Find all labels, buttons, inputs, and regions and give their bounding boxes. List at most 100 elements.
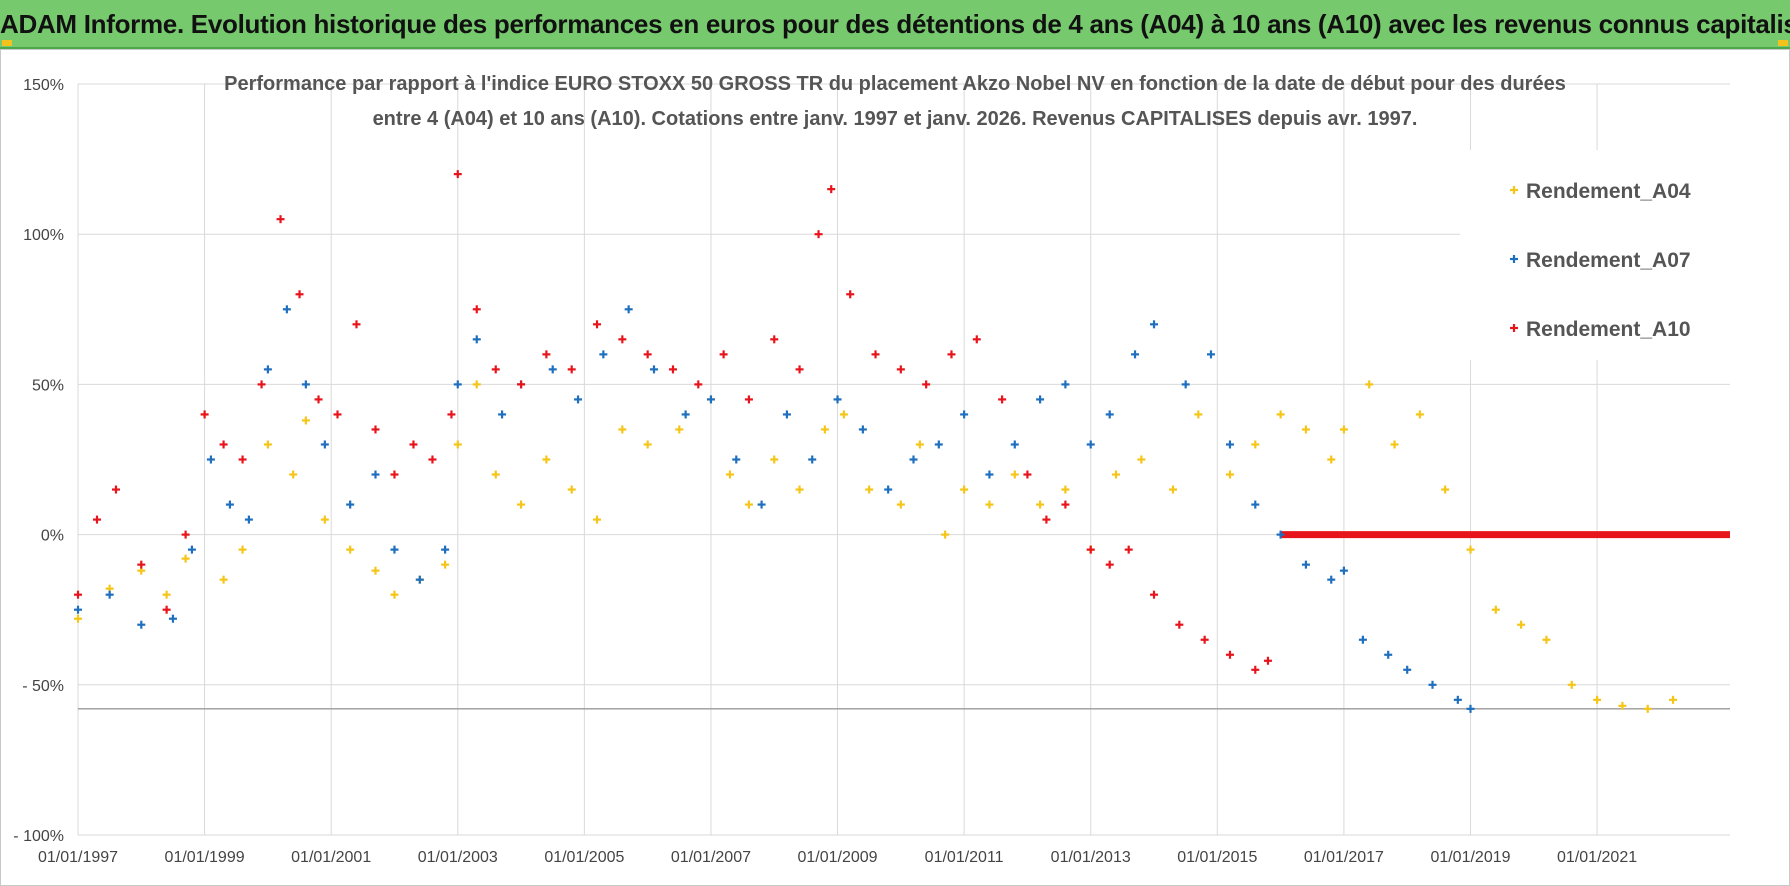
- point-Rendement_A07-36: [934, 440, 943, 449]
- point-Rendement_A10-48: [1105, 560, 1114, 569]
- point-Rendement_A04-18: [472, 380, 481, 389]
- point-Rendement_A10-4: [162, 605, 171, 614]
- legend-marker-Rendement_A04: [1510, 186, 1518, 194]
- point-Rendement_A10-38: [871, 350, 880, 359]
- point-Rendement_A07-38: [985, 470, 994, 479]
- point-Rendement_A07-51: [1301, 560, 1310, 569]
- point-Rendement_A04-23: [593, 515, 602, 524]
- point-Rendement_A07-28: [732, 455, 741, 464]
- point-Rendement_A07-59: [1466, 704, 1475, 713]
- point-Rendement_A07-14: [390, 545, 399, 554]
- point-Rendement_A07-25: [649, 365, 658, 374]
- banner-corner-left: [2, 40, 12, 46]
- point-Rendement_A10-31: [719, 350, 728, 359]
- point-Rendement_A10-51: [1175, 620, 1184, 629]
- point-Rendement_A07-17: [453, 380, 462, 389]
- point-Rendement_A04-33: [839, 410, 848, 419]
- point-Rendement_A07-9: [282, 305, 291, 314]
- point-Rendement_A10-3: [137, 560, 146, 569]
- point-Rendement_A07-31: [808, 455, 817, 464]
- point-Rendement_A07-42: [1086, 440, 1095, 449]
- point-Rendement_A07-37: [960, 410, 969, 419]
- point-Rendement_A04-66: [1669, 695, 1678, 704]
- point-Rendement_A04-64: [1618, 701, 1627, 710]
- point-Rendement_A07-5: [206, 455, 215, 464]
- point-Rendement_A07-48: [1225, 440, 1234, 449]
- point-Rendement_A10-45: [1042, 515, 1051, 524]
- point-Rendement_A07-41: [1061, 380, 1070, 389]
- point-Rendement_A10-28: [643, 350, 652, 359]
- point-Rendement_A04-36: [915, 440, 924, 449]
- point-Rendement_A04-57: [1441, 485, 1450, 494]
- point-Rendement_A04-60: [1517, 620, 1526, 629]
- legend: Rendement_A04 Rendement_A07 Rendement_A10: [1510, 180, 1691, 341]
- point-Rendement_A07-49: [1251, 500, 1260, 509]
- point-Rendement_A04-63: [1593, 695, 1602, 704]
- x-tick-label-4: 01/01/2005: [544, 849, 624, 866]
- point-Rendement_A04-28: [725, 470, 734, 479]
- y-tick-label-2: 50%: [32, 377, 64, 394]
- point-Rendement_A07-22: [574, 395, 583, 404]
- point-Rendement_A04-24: [618, 425, 627, 434]
- point-Rendement_A10-20: [453, 170, 462, 179]
- point-Rendement_A07-0: [74, 605, 82, 614]
- point-Rendement_A04-0: [74, 614, 82, 623]
- point-Rendement_A10-22: [491, 365, 500, 374]
- point-Rendement_A07-24: [624, 305, 633, 314]
- y-axis-ticks: 150% 100% 50% 0% - 50% - 100%: [13, 77, 64, 845]
- point-Rendement_A04-34: [865, 485, 874, 494]
- point-Rendement_A07-54: [1358, 635, 1367, 644]
- point-Rendement_A07-29: [757, 500, 766, 509]
- point-Rendement_A04-45: [1137, 455, 1146, 464]
- point-Rendement_A07-2: [137, 620, 146, 629]
- point-Rendement_A10-7: [219, 440, 228, 449]
- x-tick-label-8: 01/01/2013: [1051, 849, 1131, 866]
- legend-label-Rendement_A07: Rendement_A07: [1526, 249, 1691, 272]
- point-Rendement_A10-30: [694, 380, 703, 389]
- point-Rendement_A04-61: [1542, 635, 1551, 644]
- point-Rendement_A10-12: [314, 395, 323, 404]
- point-Rendement_A07-33: [858, 425, 867, 434]
- point-Rendement_A07-18: [472, 335, 481, 344]
- point-Rendement_A10-53: [1225, 650, 1234, 659]
- point-Rendement_A07-57: [1428, 680, 1437, 689]
- point-Rendement_A07-11: [320, 440, 329, 449]
- point-Rendement_A04-46: [1169, 485, 1178, 494]
- point-Rendement_A07-34: [884, 485, 893, 494]
- grid-lines: [77, 83, 1730, 836]
- banner-corner-right: [1778, 40, 1788, 46]
- legend-marker-Rendement_A07: [1510, 255, 1518, 263]
- point-Rendement_A04-26: [675, 425, 684, 434]
- point-Rendement_A10-24: [542, 350, 551, 359]
- point-Rendement_A04-9: [289, 470, 298, 479]
- point-Rendement_A04-40: [1010, 470, 1019, 479]
- point-Rendement_A07-53: [1339, 566, 1348, 575]
- point-Rendement_A10-43: [998, 395, 1007, 404]
- point-Rendement_A04-62: [1567, 680, 1576, 689]
- point-Rendement_A10-37: [846, 290, 855, 299]
- point-Rendement_A04-17: [453, 440, 462, 449]
- point-Rendement_A07-26: [681, 410, 690, 419]
- legend-marker-Rendement_A10: [1510, 324, 1518, 332]
- point-Rendement_A10-26: [593, 320, 602, 329]
- point-Rendement_A10-18: [428, 455, 437, 464]
- point-Rendement_A04-58: [1466, 545, 1475, 554]
- point-Rendement_A07-55: [1384, 650, 1393, 659]
- point-Rendement_A07-58: [1453, 695, 1462, 704]
- point-Rendement_A10-40: [922, 380, 931, 389]
- point-Rendement_A07-32: [833, 395, 842, 404]
- point-Rendement_A10-8: [238, 455, 247, 464]
- point-Rendement_A04-32: [820, 425, 829, 434]
- point-Rendement_A04-22: [567, 485, 576, 494]
- y-tick-label-5: - 100%: [13, 828, 64, 845]
- point-Rendement_A04-52: [1327, 455, 1336, 464]
- point-Rendement_A07-8: [263, 365, 272, 374]
- point-Rendement_A10-6: [200, 410, 209, 419]
- point-Rendement_A10-42: [972, 335, 981, 344]
- point-Rendement_A04-11: [320, 515, 329, 524]
- point-Rendement_A10-35: [814, 230, 823, 239]
- point-Rendement_A07-46: [1181, 380, 1190, 389]
- reference-lines: [78, 531, 1730, 710]
- point-Rendement_A04-38: [960, 485, 969, 494]
- point-Rendement_A10-0: [74, 590, 82, 599]
